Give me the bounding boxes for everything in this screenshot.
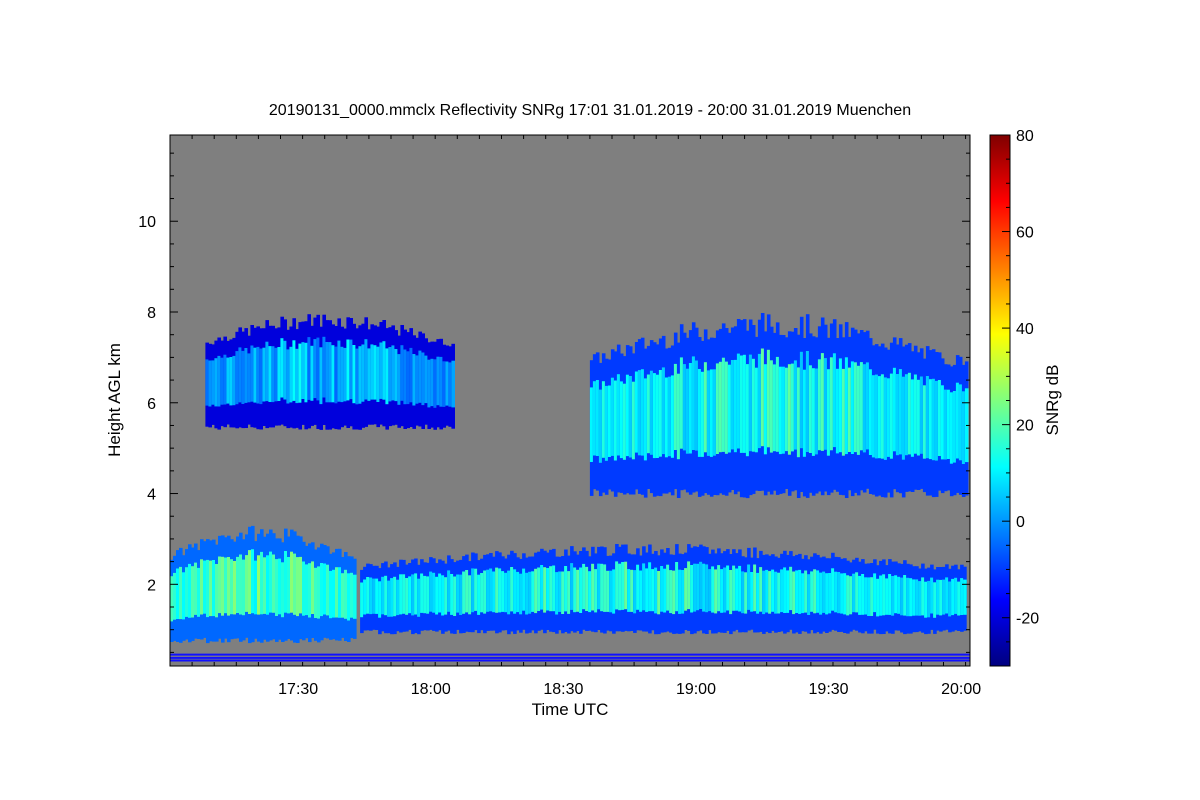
colorbar-tick-label: -20 [1016,611,1039,628]
x-tick-label: 17:30 [278,681,318,698]
y-tick-label: 6 [147,396,156,413]
ground-clutter [170,653,970,662]
chart-title: 20190131_0000.mmclx Reflectivity SNRg 17… [269,102,911,119]
echo-region-lower-cloud-2 [360,544,967,635]
x-tick-label: 18:00 [411,681,451,698]
x-axis-label: Time UTC [532,700,609,719]
x-tick-label: 19:30 [809,681,849,698]
y-tick-label: 4 [147,487,156,504]
echo-region-lower-cloud-1 [170,525,357,644]
echo-region-upper-cloud-1 [205,314,455,430]
colorbar-tick-label: 60 [1016,225,1034,242]
x-tick-label: 18:30 [543,681,583,698]
colorbar-tick-label: 40 [1016,321,1034,338]
echo-layer [170,313,970,662]
y-tick-label: 2 [147,577,156,594]
echo-region-upper-cloud-2 [589,313,969,499]
x-axis: 17:30 18:00 18:30 19:00 19:30 20:00 [169,135,981,698]
y-axis-label: Height AGL km [105,343,124,457]
colorbar-tick-label: 80 [1016,128,1034,145]
plot-frame [169,134,971,667]
colorbar-tick-label: 20 [1016,418,1034,435]
colorbar-axis: -20 0 20 40 60 80 [1002,128,1039,667]
x-tick-label: 20:00 [941,681,981,698]
y-axis: 2 4 6 8 10 [138,152,970,653]
x-tick-label: 19:00 [676,681,716,698]
colorbar-tick-label: 0 [1016,514,1025,531]
colorbar-label: SNRg dB [1043,365,1062,436]
y-tick-label: 8 [147,305,156,322]
y-tick-label: 10 [138,214,156,231]
